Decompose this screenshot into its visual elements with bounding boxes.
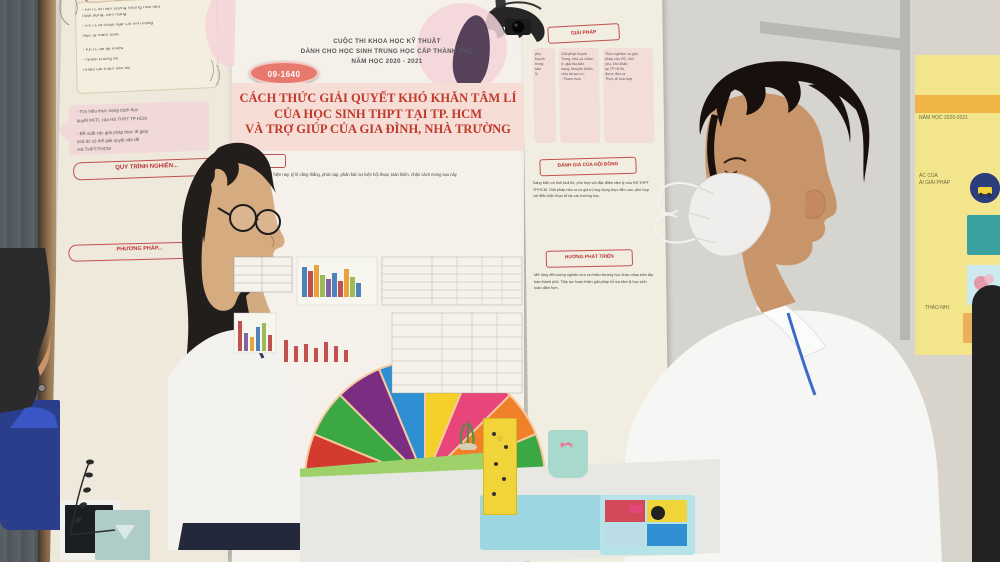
svg-text:♡: ♡ [497, 436, 502, 443]
